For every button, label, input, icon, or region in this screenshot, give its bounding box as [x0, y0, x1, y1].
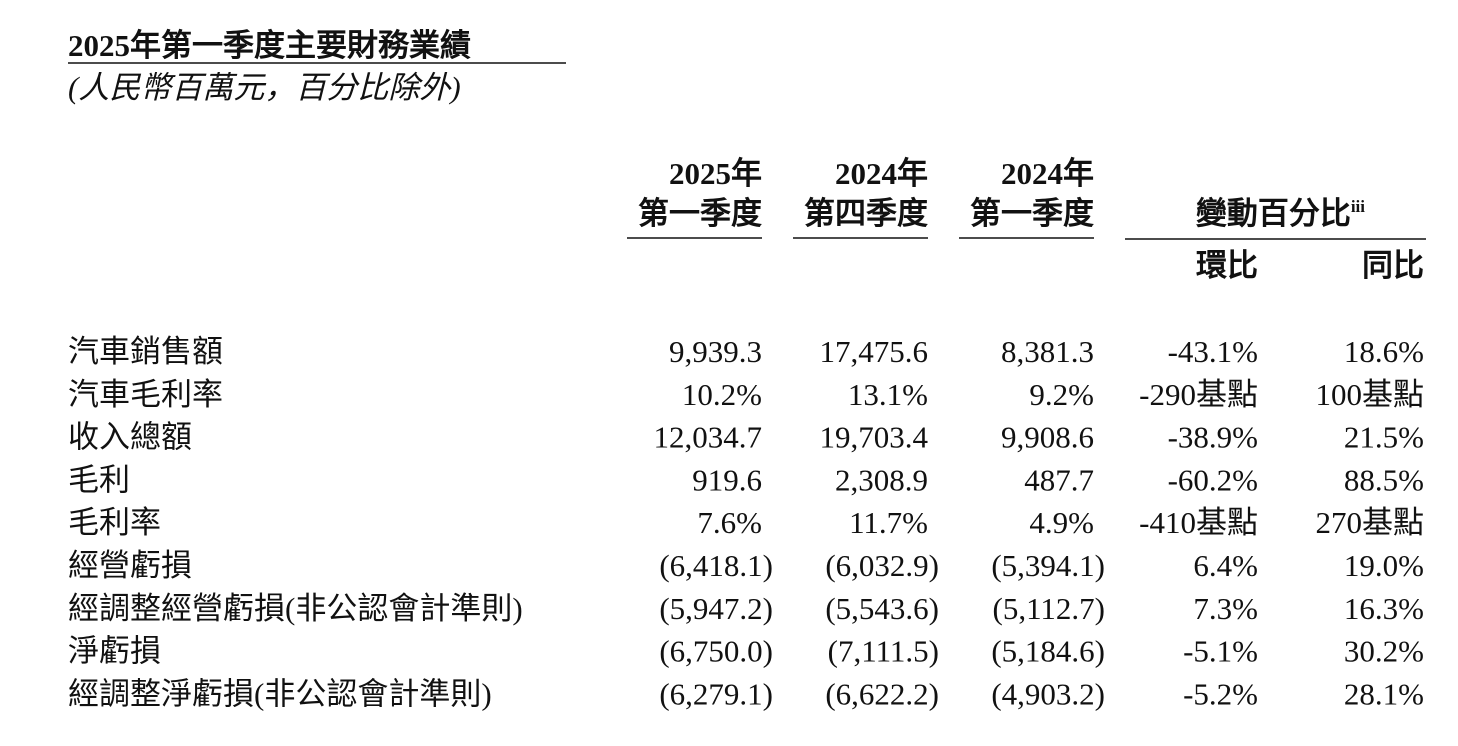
- cell: 28.1%: [1344, 676, 1424, 711]
- cell: 13.1%: [848, 377, 928, 412]
- row-label: 毛利率: [68, 505, 161, 540]
- column-year: 2024年: [835, 156, 928, 191]
- cell: (6,032.9): [825, 548, 939, 583]
- row-label: 汽車銷售額: [68, 334, 223, 369]
- cell: 4.9%: [1029, 505, 1094, 540]
- cell: 88.5%: [1344, 462, 1424, 497]
- cell: -290基點: [1139, 377, 1258, 412]
- cell: 919.6: [692, 462, 762, 497]
- column-year: 2024年: [1001, 156, 1094, 191]
- cell: 487.7: [1024, 462, 1094, 497]
- change-note: iii: [1351, 197, 1365, 216]
- column-period: 第一季度: [970, 196, 1094, 231]
- cell: -60.2%: [1168, 462, 1258, 497]
- cell: (7,111.5): [828, 634, 939, 669]
- title: 2025年第一季度主要財務業績: [68, 28, 471, 63]
- row-label: 毛利: [68, 462, 130, 497]
- cell: -5.2%: [1183, 676, 1258, 711]
- cell: -43.1%: [1168, 334, 1258, 369]
- cell: (5,543.6): [825, 591, 939, 626]
- cell: 21.5%: [1344, 420, 1424, 455]
- row-label: 經營虧損: [68, 548, 192, 583]
- cell: (6,622.2): [825, 676, 939, 711]
- cell: 6.4%: [1193, 548, 1258, 583]
- column-period: 第一季度: [638, 196, 762, 231]
- cell: -5.1%: [1183, 634, 1258, 669]
- table-body: 汽車銷售額 9,939.3 17,475.6 8,381.3 -43.1% 18.6% 汽車…: [68, 334, 1424, 711]
- cell: 19.0%: [1344, 548, 1424, 583]
- cell: (4,903.2): [991, 676, 1105, 711]
- change-column: 同比: [1362, 248, 1424, 283]
- cell: 16.3%: [1344, 591, 1424, 626]
- row-label: 經調整淨虧損(非公認會計準則): [68, 676, 492, 711]
- cell: 9,908.6: [1001, 420, 1094, 455]
- cell: 100基點: [1316, 377, 1425, 412]
- row-label: 汽車毛利率: [68, 377, 223, 412]
- cell: 270基點: [1316, 505, 1425, 540]
- cell: -410基點: [1139, 505, 1258, 540]
- cell: (6,750.0): [659, 634, 773, 669]
- row-label: 收入總額: [68, 420, 192, 455]
- column-period: 第四季度: [804, 196, 928, 231]
- change-column: 環比: [1196, 248, 1258, 283]
- cell: (5,112.7): [993, 591, 1106, 626]
- cell: (5,947.2): [659, 591, 773, 626]
- subtitle: (人民幣百萬元，百分比除外): [68, 70, 461, 105]
- cell: 2,308.9: [835, 462, 928, 497]
- cell: (5,184.6): [991, 634, 1105, 669]
- cell: 12,034.7: [654, 420, 763, 455]
- cell: (5,394.1): [991, 548, 1105, 583]
- cell: -38.9%: [1168, 420, 1258, 455]
- row-label: 經調整經營虧損(非公認會計準則): [68, 591, 523, 626]
- cell: 9.2%: [1029, 377, 1094, 412]
- cell: 30.2%: [1344, 634, 1424, 669]
- cell: 9,939.3: [669, 334, 762, 369]
- change-header: 變動百分比iii: [1196, 196, 1365, 231]
- cell: 17,475.6: [820, 334, 929, 369]
- cell: (6,279.1): [659, 676, 773, 711]
- cell: 10.2%: [682, 377, 762, 412]
- row-label: 淨虧損: [68, 634, 161, 669]
- cell: 7.3%: [1193, 591, 1258, 626]
- cell: 19,703.4: [820, 420, 929, 455]
- cell: 8,381.3: [1001, 334, 1094, 369]
- cell: (6,418.1): [659, 548, 773, 583]
- change-header-text: 變動百分比: [1196, 196, 1351, 231]
- cell: 11.7%: [849, 505, 928, 540]
- column-year: 2025年: [669, 156, 762, 191]
- cell: 18.6%: [1344, 334, 1424, 369]
- cell: 7.6%: [697, 505, 762, 540]
